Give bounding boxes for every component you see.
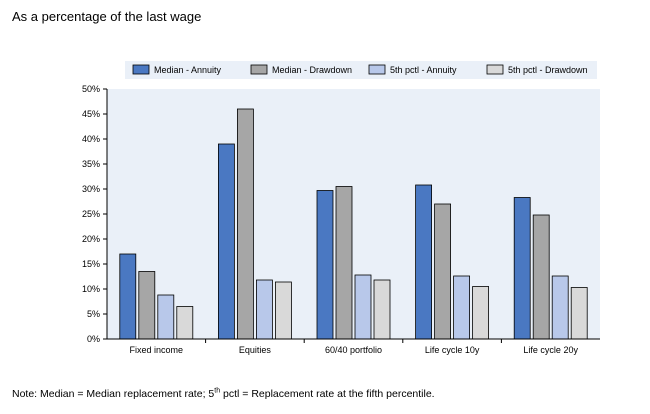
bar [513,197,531,340]
bar [335,186,353,340]
note-superscript: th [214,387,221,395]
bar [415,184,433,340]
y-tick-label: 0% [87,334,100,344]
x-tick-label: Fixed income [130,345,184,355]
y-tick-label: 15% [82,259,100,269]
bar [472,286,490,340]
bar [176,306,194,340]
legend-swatch [368,64,386,75]
chart-subtitle: As a percentage of the last wage [12,9,202,24]
bar [434,203,452,340]
bar [157,294,175,340]
x-tick-label: Life cycle 10y [425,345,480,355]
y-tick-label: 5% [87,309,100,319]
y-tick-label: 35% [82,159,100,169]
legend-swatch [250,64,268,75]
bar [217,143,235,340]
y-tick-label: 20% [82,234,100,244]
x-tick-label: Equities [239,345,272,355]
bar [274,281,292,340]
legend-background [125,61,597,79]
x-tick-label: 60/40 portfolio [325,345,382,355]
legend-label: 5th pctl - Annuity [390,65,457,75]
bar [354,274,372,340]
note-prefix: Note: Median = Median replacement rate; … [12,388,215,400]
bar [551,275,569,340]
bar [316,190,334,340]
y-tick-label: 40% [82,134,100,144]
note-suffix: pctl = Replacement rate at the fifth per… [220,388,435,400]
legend: Median - Annuity Median - Drawdown 5th pct… [125,61,597,79]
y-tick-label: 30% [82,184,100,194]
bar [255,279,273,340]
bar [373,279,391,340]
legend-swatch [132,64,150,75]
legend-label: Median - Drawdown [272,65,352,75]
bar [532,214,550,340]
bar [236,108,254,340]
legend-label: Median - Annuity [154,65,222,75]
x-tick-label: Life cycle 20y [523,345,578,355]
bar [453,275,471,340]
y-tick-label: 25% [82,209,100,219]
legend-label: 5th pctl - Drawdown [508,65,588,75]
legend-swatch [486,64,504,75]
bar [138,271,156,340]
y-axis: 0% 5% 10% 15% 20% 25% 30% 35% 40% 45% 50% [82,84,108,344]
y-tick-label: 50% [82,84,100,94]
chart-note: Note: Median = Median replacement rate; … [12,387,435,401]
bars [119,108,588,340]
bar [119,253,137,340]
x-axis: Fixed income Equities 60/40 portfolio Life … [107,338,600,355]
y-tick-label: 45% [82,109,100,119]
y-tick-label: 10% [82,284,100,294]
bar [570,287,588,340]
